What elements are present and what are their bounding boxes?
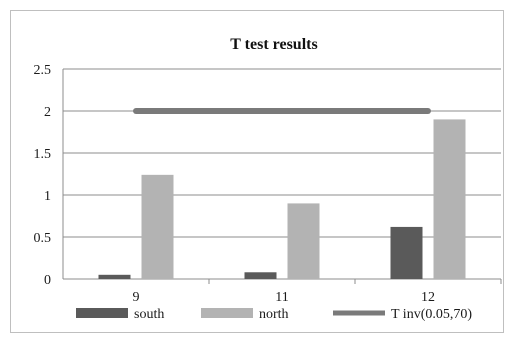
legend-swatch-north bbox=[201, 308, 253, 318]
y-tick-label: 1 bbox=[44, 189, 51, 204]
chart-title: T test results bbox=[230, 36, 317, 53]
legend-label: north bbox=[259, 307, 289, 322]
bar-south-11 bbox=[244, 272, 277, 279]
x-tick-label: 9 bbox=[133, 290, 140, 305]
bar-north-12 bbox=[433, 119, 466, 280]
y-tick-label: 2 bbox=[44, 105, 51, 120]
legend-label: T inv(0.05,70) bbox=[391, 307, 472, 322]
bar-south-12 bbox=[390, 226, 423, 279]
bar-north-11 bbox=[287, 203, 320, 279]
legend-swatch-south bbox=[76, 308, 128, 318]
y-tick-label: 1.5 bbox=[34, 147, 52, 162]
x-tick-label: 12 bbox=[421, 290, 435, 305]
x-tick-label: 11 bbox=[275, 290, 288, 305]
legend-label: south bbox=[134, 307, 164, 322]
y-tick-label: 0.5 bbox=[34, 231, 52, 246]
y-tick-label: 0 bbox=[44, 273, 51, 288]
chart: T test results 0 0.5 1 1.5 2 2.5 9 11 12 south n… bbox=[34, 36, 502, 322]
y-axis-ticks: 0 0.5 1 1.5 2 2.5 bbox=[34, 63, 52, 288]
bar-south-9 bbox=[98, 274, 131, 279]
bars bbox=[98, 119, 466, 280]
x-axis-ticks: 9 11 12 bbox=[133, 279, 502, 305]
legend: south north T inv(0.05,70) bbox=[76, 307, 472, 322]
chart-frame: T test results 0 0.5 1 1.5 2 2.5 9 11 12 south n… bbox=[10, 10, 504, 333]
y-tick-label: 2.5 bbox=[34, 63, 52, 78]
bar-north-9 bbox=[141, 174, 174, 279]
